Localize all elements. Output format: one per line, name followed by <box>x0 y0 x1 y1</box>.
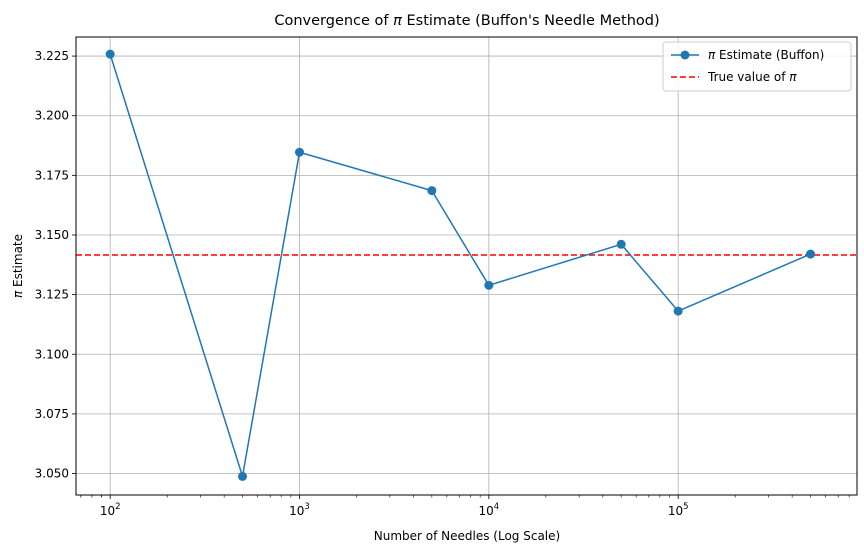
legend-series-label: π Estimate (Buffon) <box>708 48 824 62</box>
legend-reference-label: True value of π <box>707 70 797 84</box>
x-tick-label: 102 <box>100 502 121 518</box>
data-point <box>238 471 248 481</box>
series-line <box>109 53 811 478</box>
y-tick-label: 3.125 <box>35 288 69 302</box>
data-point <box>295 147 305 157</box>
x-axis-title: Number of Needles (Log Scale) <box>374 529 560 543</box>
x-axis: 102 103 104 105 <box>80 495 850 518</box>
y-tick-label: 3.100 <box>35 347 69 361</box>
y-axis: 3.050 3.075 3.100 3.125 3.150 3.175 3.200 3.225 <box>35 49 76 481</box>
x-tick-label: 105 <box>668 502 689 518</box>
y-tick-label: 3.150 <box>35 228 69 242</box>
data-point <box>673 306 683 316</box>
y-axis-title: π Estimate <box>11 234 25 298</box>
legend: π Estimate (Buffon) True value of π <box>662 41 852 92</box>
legend-series-marker <box>680 50 690 60</box>
series-layer <box>105 49 816 481</box>
x-tick-label: 103 <box>289 502 310 518</box>
data-point <box>616 239 626 249</box>
data-point <box>484 280 494 290</box>
x-tick-label: 104 <box>478 502 499 518</box>
data-point <box>806 249 816 259</box>
y-tick-label: 3.050 <box>35 467 69 481</box>
y-tick-label: 3.175 <box>35 168 69 182</box>
y-tick-label: 3.075 <box>35 407 69 421</box>
data-point <box>105 49 115 59</box>
y-tick-label: 3.200 <box>35 109 69 123</box>
grid-layer <box>76 37 857 495</box>
legend-box <box>662 41 852 92</box>
plot-frame <box>75 36 858 496</box>
y-tick-label: 3.225 <box>35 49 69 63</box>
data-point <box>427 186 437 196</box>
chart-title: Convergence of π Estimate (Buffon's Need… <box>274 13 659 29</box>
